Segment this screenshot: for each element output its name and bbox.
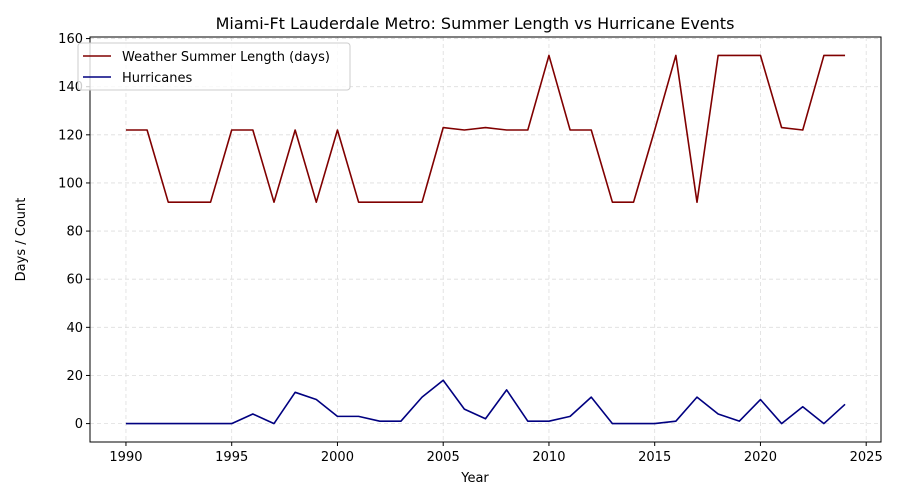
y-tick-label: 120	[58, 128, 83, 143]
y-tick-label: 0	[75, 417, 83, 432]
y-tick-label: 20	[66, 369, 83, 384]
grid	[90, 37, 881, 442]
x-tick-label: 2015	[638, 450, 671, 465]
legend: Weather Summer Length (days) Hurricanes	[77, 42, 351, 91]
y-tick-label: 100	[58, 176, 83, 191]
x-tick-label: 2005	[427, 450, 460, 465]
x-tick-label: 2000	[321, 450, 354, 465]
series-line-1	[125, 379, 846, 425]
y-tick-label: 80	[66, 225, 83, 240]
series-lines	[125, 54, 846, 425]
y-tick-label: 60	[66, 273, 83, 288]
legend-label-hurricanes: Hurricanes	[122, 71, 192, 86]
x-axis-title: Year	[460, 471, 489, 486]
chart-title: Miami-Ft Lauderdale Metro: Summer Length…	[216, 14, 735, 33]
x-tick-label: 1995	[215, 450, 248, 465]
y-tick-label: 160	[58, 32, 83, 47]
y-tick-label: 40	[66, 321, 83, 336]
x-tick-label: 2020	[744, 450, 777, 465]
axis-ticks: 1990 1995 2000 2005 2010 2015 2020 2025 0 20 40 60 8…	[58, 32, 883, 465]
series-line-0	[125, 54, 846, 203]
legend-label-summer-length: Weather Summer Length (days)	[122, 50, 330, 65]
plot-area-frame	[89, 36, 882, 443]
x-tick-label: 1990	[109, 450, 142, 465]
y-tick-label: 140	[58, 80, 83, 95]
legend-box	[77, 42, 351, 91]
x-tick-label: 2025	[850, 450, 883, 465]
x-tick-label: 2010	[532, 450, 565, 465]
y-axis-title: Days / Count	[14, 198, 29, 282]
